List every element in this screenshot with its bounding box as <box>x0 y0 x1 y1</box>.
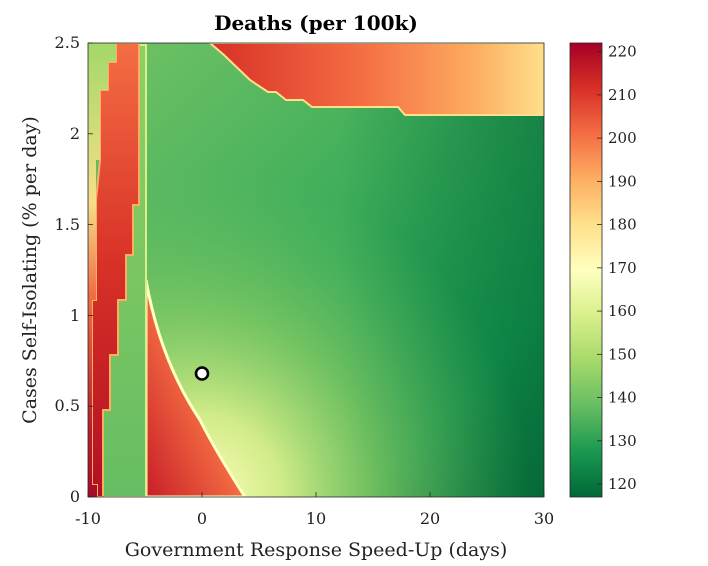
x-tick-label: 0 <box>197 509 207 528</box>
lower-left-red-wedge <box>144 279 247 497</box>
heatmap-field <box>88 43 544 497</box>
y-axis-label: Cases Self-Isolating (% per day) <box>19 116 41 424</box>
colorbar-tick-label: 210 <box>608 86 637 104</box>
colorbar-tick-label: 200 <box>608 129 637 147</box>
current-estimate-marker <box>194 366 210 381</box>
colorbar-tick-label: 130 <box>608 432 637 450</box>
colorbar-tick-label: 140 <box>608 389 637 407</box>
y-tick-label: 2 <box>70 124 80 143</box>
x-tick-marks <box>87 492 545 497</box>
far-left-strip <box>88 43 116 497</box>
colorbar-tick-label: 150 <box>608 345 637 363</box>
x-tick-label: -10 <box>75 509 101 528</box>
colorbar <box>569 42 603 498</box>
x-tick-labels: -10 0 10 20 30 <box>75 509 554 528</box>
colorbar-tick-label: 120 <box>608 475 637 493</box>
x-axis-label: Government Response Speed-Up (days) <box>125 539 508 561</box>
y-tick-label: 2.5 <box>55 33 80 52</box>
x-tick-label: 30 <box>534 509 554 528</box>
y-tick-label: 1 <box>70 306 80 325</box>
x-tick-label: 10 <box>306 509 326 528</box>
colorbar-tick-label: 190 <box>608 172 637 190</box>
colorbar-tick-label: 220 <box>608 43 637 61</box>
colorbar-ticks: 120 130 140 150 160 170 180 190 200 210 220 <box>597 43 637 493</box>
y-tick-label: 1.5 <box>55 215 80 234</box>
chart-title: Deaths (per 100k) <box>214 11 418 35</box>
colorbar-tick-label: 180 <box>608 216 637 234</box>
y-tick-marks <box>88 42 93 498</box>
y-tick-label: 0 <box>70 487 80 506</box>
y-tick-labels: 0 0.5 1 1.5 2 2.5 <box>55 33 80 506</box>
upper-red-region <box>208 43 544 116</box>
x-tick-label: 20 <box>420 509 440 528</box>
y-tick-label: 0.5 <box>55 396 80 415</box>
colorbar-tick-label: 160 <box>608 302 637 320</box>
colorbar-tick-label: 170 <box>608 259 637 277</box>
